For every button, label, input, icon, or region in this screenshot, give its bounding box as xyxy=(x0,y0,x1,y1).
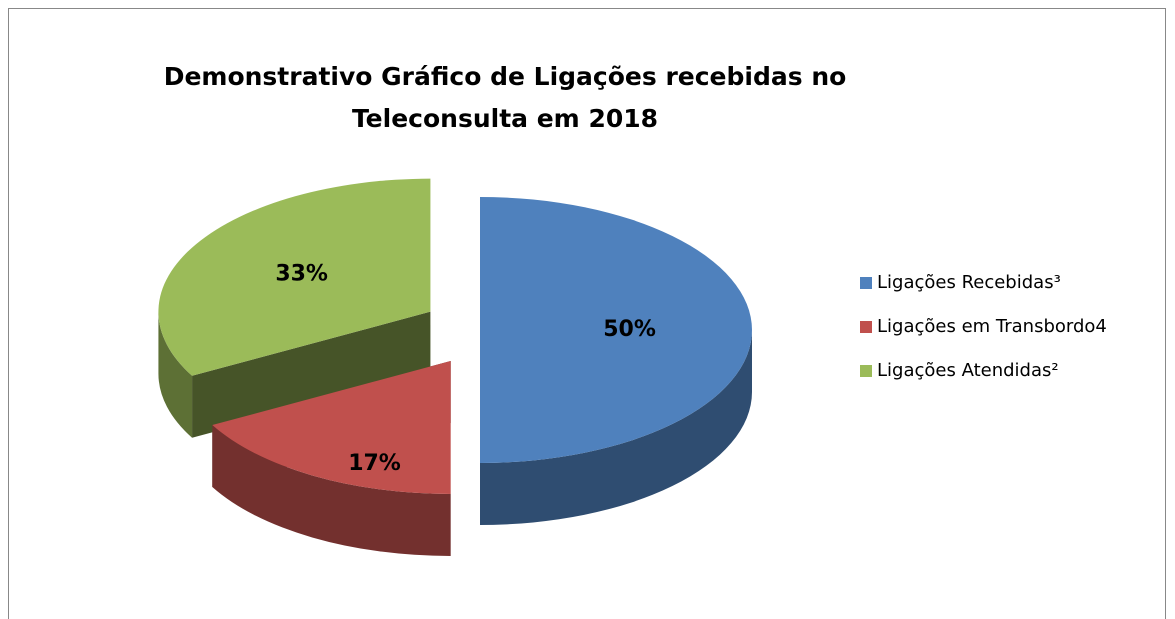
slice xyxy=(480,197,752,463)
legend-label: Ligações em Transbordo4 xyxy=(877,316,1107,337)
legend-swatch xyxy=(860,277,872,289)
data-label: 17% xyxy=(348,451,401,476)
slice-side xyxy=(480,330,752,525)
chart-frame xyxy=(8,8,1166,619)
slice-wall xyxy=(192,311,431,438)
legend-swatch xyxy=(860,321,872,333)
slice xyxy=(212,360,451,494)
slice-side xyxy=(212,425,451,556)
legend-label: Ligações Atendidas² xyxy=(877,360,1059,381)
slice-side xyxy=(158,311,193,438)
data-label: 50% xyxy=(603,317,656,342)
chart-title: Demonstrativo Gráfico de Ligações recebi… xyxy=(163,62,847,133)
legend-swatch xyxy=(860,365,872,377)
slice xyxy=(158,178,431,376)
data-label: 33% xyxy=(275,261,328,286)
legend-label: Ligações Recebidas³ xyxy=(877,272,1061,293)
